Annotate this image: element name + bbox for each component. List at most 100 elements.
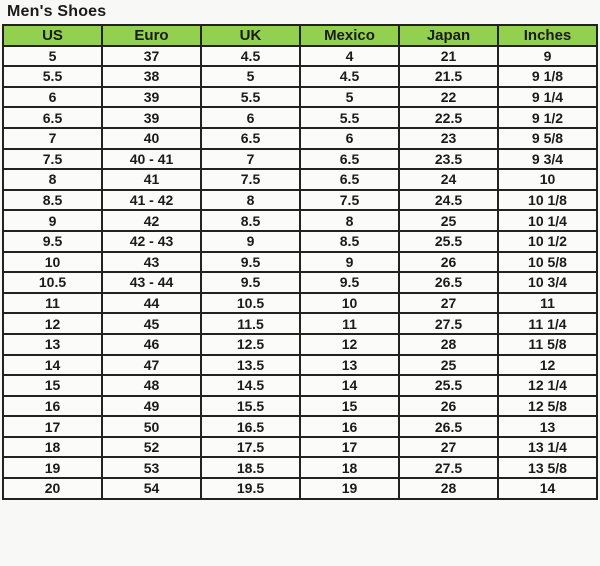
table-row: 9.5 42 - 43 9 8.5 25.5 10 1/2 <box>2 229 598 253</box>
table-row: 6.5 39 6 5.5 22.5 9 1/2 <box>2 106 598 129</box>
table-cell: 9 1/4 <box>497 85 598 109</box>
table-cell: 22 <box>398 85 499 109</box>
table-cell: 5 <box>2 44 103 68</box>
table-cell: 8.5 <box>299 229 400 253</box>
table-cell: 13 <box>299 353 400 377</box>
shoe-size-conversion-table: US Euro UK Mexico Japan Inches 5 37 4.5 4 21 9 5.5 3… <box>2 24 598 500</box>
table-cell: 9 1/2 <box>497 106 598 129</box>
table-cell: 12 <box>2 312 103 335</box>
table-cell: 11 <box>497 291 598 315</box>
table-body: 5 37 4.5 4 21 9 5.5 38 5 4.5 21.5 9 1/8 6 39 5.5 5 22 9 1… <box>2 44 598 500</box>
table-cell: 48 <box>101 374 202 397</box>
table-row: 18 52 17.5 17 27 13 1/4 <box>2 435 598 459</box>
table-cell: 27 <box>398 291 499 315</box>
table-cell: 9.5 <box>2 229 103 253</box>
table-row: 8.5 41 - 42 8 7.5 24.5 10 1/8 <box>2 188 598 212</box>
table-cell: 9 <box>2 209 103 232</box>
column-header-inches: Inches <box>497 24 598 47</box>
column-header-japan: Japan <box>398 24 499 47</box>
table-cell: 52 <box>101 435 202 459</box>
table-cell: 10 1/4 <box>497 209 598 232</box>
table-cell: 5.5 <box>2 65 103 88</box>
table-cell: 19 <box>2 456 103 480</box>
table-cell: 6.5 <box>299 168 400 191</box>
table-row: 10 43 9.5 9 26 10 5/8 <box>2 250 598 274</box>
table-cell: 7 <box>2 126 103 150</box>
table-row: 6 39 5.5 5 22 9 1/4 <box>2 85 598 109</box>
table-cell: 16 <box>2 394 103 418</box>
table-cell: 11 5/8 <box>497 332 598 356</box>
table-cell: 9.5 <box>200 250 301 274</box>
table-row: 9 42 8.5 8 25 10 1/4 <box>2 209 598 232</box>
table-cell: 4.5 <box>299 65 400 88</box>
page-title: Men's Shoes <box>7 3 107 20</box>
table-cell: 9 5/8 <box>497 126 598 150</box>
table-cell: 12 <box>497 353 598 377</box>
table-cell: 11 1/4 <box>497 312 598 335</box>
table-row: 13 46 12.5 12 28 11 5/8 <box>2 332 598 356</box>
table-cell: 44 <box>101 291 202 315</box>
table-cell: 42 - 43 <box>101 229 202 253</box>
table-cell: 5.5 <box>299 106 400 129</box>
table-row: 7.5 40 - 41 7 6.5 23.5 9 3/4 <box>2 147 598 171</box>
table-cell: 42 <box>101 209 202 232</box>
table-row: 11 44 10.5 10 27 11 <box>2 291 598 315</box>
table-cell: 6.5 <box>299 147 400 171</box>
table-cell: 5 <box>200 65 301 88</box>
table-row: 5.5 38 5 4.5 21.5 9 1/8 <box>2 65 598 88</box>
table-cell: 38 <box>101 65 202 88</box>
table-cell: 26 <box>398 394 499 418</box>
table-cell: 10 3/4 <box>497 271 598 294</box>
table-row: 20 54 19.5 19 28 14 <box>2 477 598 500</box>
table-cell: 28 <box>398 332 499 356</box>
table-cell: 13.5 <box>200 353 301 377</box>
table-cell: 4 <box>299 44 400 68</box>
table-cell: 7.5 <box>200 168 301 191</box>
table-cell: 24.5 <box>398 188 499 212</box>
table-cell: 45 <box>101 312 202 335</box>
table-cell: 10 <box>2 250 103 274</box>
table-cell: 9.5 <box>299 271 400 294</box>
table-cell: 9 <box>299 250 400 274</box>
table-cell: 21.5 <box>398 65 499 88</box>
table-cell: 49 <box>101 394 202 418</box>
table-row: 5 37 4.5 4 21 9 <box>2 44 598 68</box>
table-cell: 37 <box>101 44 202 68</box>
table-cell: 8 <box>2 168 103 191</box>
table-cell: 10.5 <box>2 271 103 294</box>
table-cell: 39 <box>101 106 202 129</box>
table-cell: 25 <box>398 209 499 232</box>
table-row: 7 40 6.5 6 23 9 5/8 <box>2 126 598 150</box>
table-row: 16 49 15.5 15 26 12 5/8 <box>2 394 598 418</box>
table-cell: 5 <box>299 85 400 109</box>
table-cell: 13 <box>2 332 103 356</box>
table-cell: 9.5 <box>200 271 301 294</box>
table-cell: 53 <box>101 456 202 480</box>
table-row: 8 41 7.5 6.5 24 10 <box>2 168 598 191</box>
table-cell: 9 3/4 <box>497 147 598 171</box>
table-cell: 8 <box>200 188 301 212</box>
table-cell: 4.5 <box>200 44 301 68</box>
table-cell: 43 <box>101 250 202 274</box>
column-header-us: US <box>2 24 103 47</box>
table-cell: 6 <box>2 85 103 109</box>
table-cell: 9 <box>497 44 598 68</box>
table-cell: 10.5 <box>200 291 301 315</box>
table-cell: 7.5 <box>2 147 103 171</box>
table-row: 19 53 18.5 18 27.5 13 5/8 <box>2 456 598 480</box>
table-cell: 20 <box>2 477 103 500</box>
table-cell: 40 - 41 <box>101 147 202 171</box>
table-cell: 21 <box>398 44 499 68</box>
table-cell: 8.5 <box>200 209 301 232</box>
header-row: US Euro UK Mexico Japan Inches <box>2 24 598 47</box>
table-cell: 16 <box>299 415 400 438</box>
table-cell: 18 <box>299 456 400 480</box>
table-row: 17 50 16.5 16 26.5 13 <box>2 415 598 438</box>
table-cell: 14 <box>299 374 400 397</box>
table-cell: 13 1/4 <box>497 435 598 459</box>
table-cell: 46 <box>101 332 202 356</box>
table-cell: 19 <box>299 477 400 500</box>
table-cell: 27 <box>398 435 499 459</box>
table-cell: 40 <box>101 126 202 150</box>
table-row: 15 48 14.5 14 25.5 12 1/4 <box>2 374 598 397</box>
